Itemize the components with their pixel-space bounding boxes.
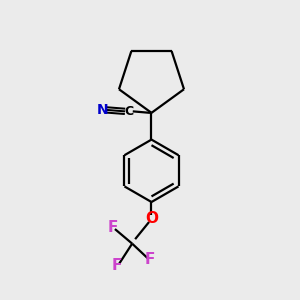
Text: O: O (145, 211, 158, 226)
Text: F: F (108, 220, 118, 235)
Text: C: C (124, 105, 134, 118)
Text: F: F (145, 253, 155, 268)
Text: N: N (97, 103, 108, 117)
Text: F: F (112, 258, 122, 273)
